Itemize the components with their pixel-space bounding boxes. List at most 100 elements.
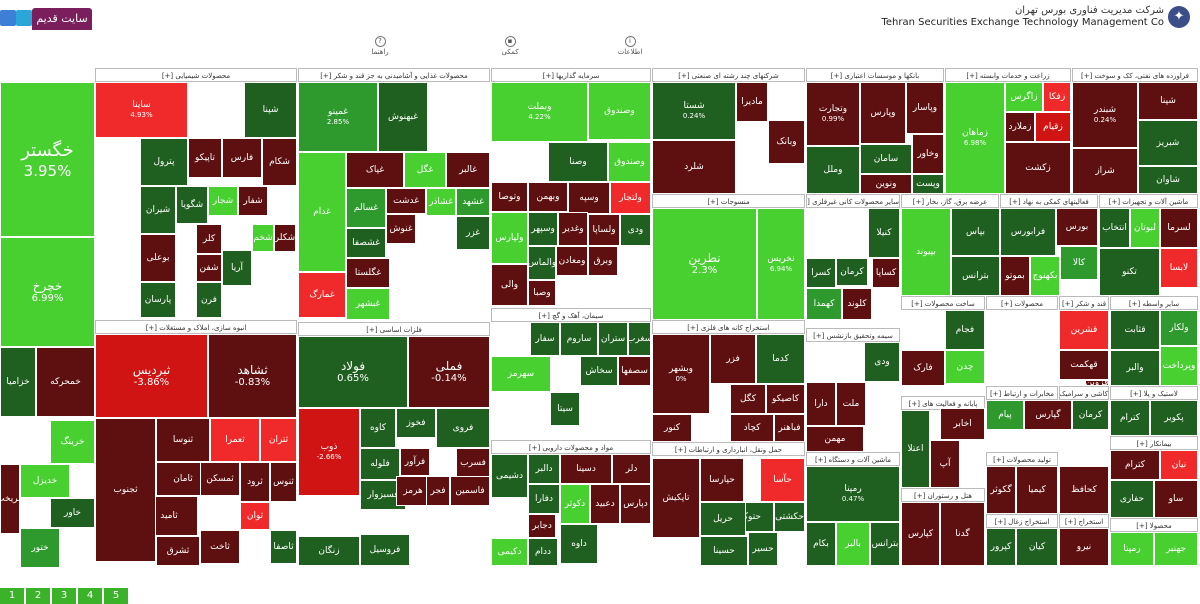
sector-title[interactable]: مخابرات و ارتباط [+] xyxy=(986,386,1058,400)
home-icon[interactable] xyxy=(16,10,32,26)
stock-tile[interactable]: کیمیا xyxy=(1016,466,1058,514)
stock-tile[interactable]: زکشت xyxy=(1005,142,1071,194)
stock-tile[interactable]: فسرب xyxy=(456,448,490,478)
stock-tile[interactable]: لبوتان xyxy=(1130,208,1160,248)
stock-tile[interactable]: وصندوق xyxy=(588,82,651,140)
sector-title[interactable]: فراورده های نفتی، کک و سوخت [+] xyxy=(1072,68,1198,82)
sector-title[interactable]: قند و شکر [+] xyxy=(1059,296,1109,310)
stock-tile[interactable]: آریا xyxy=(222,250,252,286)
sector-title[interactable]: ساخت محصولات [+] xyxy=(901,296,985,310)
stock-tile[interactable]: ثرود xyxy=(240,462,270,502)
page-1[interactable]: 1 xyxy=(0,588,24,604)
stock-tile[interactable]: جهنبر xyxy=(1154,532,1198,566)
sector-title[interactable]: سایر واسطه [+] xyxy=(1110,296,1198,310)
sector-title[interactable]: فلزات اساسی [+] xyxy=(298,322,490,336)
nav-help[interactable]: ? راهنما xyxy=(350,36,410,60)
stock-tile[interactable]: وپرداخت xyxy=(1160,346,1198,386)
stock-tile[interactable]: کسرا xyxy=(806,258,836,288)
stock-tile[interactable]: دالبر xyxy=(528,454,560,484)
stock-tile[interactable]: وصندوق xyxy=(608,142,651,182)
sector-title[interactable]: استخراج کانه های فلزی [+] xyxy=(652,320,805,334)
stock-tile[interactable]: خزامیا xyxy=(0,347,36,417)
stock-tile[interactable]: حفاری xyxy=(1110,480,1154,518)
stock-tile[interactable]: ولکار xyxy=(1160,310,1198,346)
stock-tile[interactable]: هرمز xyxy=(396,476,430,506)
stock-tile[interactable]: فباهنر xyxy=(774,414,805,442)
stock-tile[interactable]: ثاخت xyxy=(200,530,240,564)
nav-info[interactable]: i اطلاعات xyxy=(600,36,660,60)
stock-tile[interactable]: بپیوند xyxy=(901,208,951,296)
stock-tile[interactable]: ددام xyxy=(528,538,558,566)
stock-tile[interactable]: فروی xyxy=(436,408,490,448)
stock-tile[interactable]: دکوثر xyxy=(560,484,590,524)
stock-tile[interactable]: شبندر 0.24% xyxy=(1072,82,1138,148)
stock-tile[interactable]: ستران xyxy=(598,322,628,356)
stock-tile[interactable]: وتوصا xyxy=(491,182,528,212)
stock-tile[interactable]: بترانس xyxy=(951,256,1000,296)
stock-tile[interactable]: چدن xyxy=(945,350,985,384)
sector-title[interactable]: منسوجات [+] xyxy=(652,194,805,208)
stock-tile[interactable]: آپ xyxy=(930,440,960,488)
stock-tile[interactable]: بترانس xyxy=(870,522,900,566)
stock-tile[interactable]: خمحرکه xyxy=(36,347,95,417)
stock-tile[interactable]: کنور xyxy=(652,414,692,442)
stock-tile[interactable]: فخوز xyxy=(396,408,436,438)
stock-tile[interactable]: وسپهر xyxy=(528,212,558,246)
sector-title[interactable]: حمل ونقل، انبارداری و ارتباطات [+] xyxy=(652,442,805,456)
page-5[interactable]: 5 xyxy=(104,588,128,604)
stock-tile[interactable]: ختور xyxy=(20,528,60,568)
app-switch-icon[interactable] xyxy=(0,10,16,26)
stock-tile[interactable]: فلوله xyxy=(360,448,400,480)
stock-tile[interactable]: ساو xyxy=(1154,480,1198,518)
stock-tile[interactable]: اعتلا xyxy=(901,410,930,488)
stock-tile[interactable]: زقیام xyxy=(1035,112,1071,142)
stock-tile[interactable]: زنگان xyxy=(298,536,360,566)
stock-tile[interactable]: ثجنوب xyxy=(95,418,156,562)
stock-tile[interactable]: نطرین 2.3% xyxy=(652,208,757,320)
sector-title[interactable]: محصولا [+] xyxy=(1110,518,1198,532)
stock-tile[interactable]: سیتا xyxy=(550,392,580,426)
stock-tile[interactable]: کپرور xyxy=(986,528,1016,566)
sector-title[interactable]: انبوه سازی، املاک و مستغلات [+] xyxy=(95,320,297,334)
stock-tile[interactable]: شخم xyxy=(252,224,274,252)
stock-tile[interactable]: ثوان xyxy=(240,502,270,530)
stock-tile[interactable]: بوعلی xyxy=(140,234,176,282)
stock-tile[interactable]: وتجارت 0.99% xyxy=(806,82,860,146)
stock-tile[interactable]: کترام xyxy=(1110,400,1150,436)
sector-title[interactable]: فعالیتهای کمکی به نهاد [+] xyxy=(1000,194,1098,208)
stock-tile[interactable]: حریل xyxy=(700,502,746,536)
stock-tile[interactable]: کهمدا xyxy=(806,288,842,320)
stock-tile[interactable]: دارا xyxy=(806,382,836,426)
stock-tile[interactable]: ودی xyxy=(864,342,900,382)
stock-tile[interactable]: شکلر xyxy=(274,224,296,252)
stock-tile[interactable]: زماهان 6.98% xyxy=(945,82,1005,194)
sector-title[interactable]: محصولات شیمیایی [+] xyxy=(95,68,297,82)
stock-tile[interactable]: غگلستا xyxy=(346,258,390,288)
stock-tile[interactable]: وبملت 4.22% xyxy=(491,82,588,142)
stock-tile[interactable]: زاگرس xyxy=(1005,82,1043,112)
sector-title[interactable]: ماشین آلات و دستگاه [+] xyxy=(806,452,900,466)
stock-tile[interactable]: پیام xyxy=(986,400,1024,430)
stock-tile[interactable]: حکشتی xyxy=(774,502,805,532)
stock-tile[interactable]: مادیرا xyxy=(736,82,768,122)
stock-tile[interactable]: ثاصفا xyxy=(270,530,297,564)
stock-tile[interactable]: قشرین xyxy=(1059,310,1109,350)
stock-tile[interactable]: ساینا 4.93% xyxy=(95,82,188,138)
stock-tile[interactable]: ودی xyxy=(620,214,651,246)
stock-tile[interactable]: فرن xyxy=(196,282,222,318)
stock-tile[interactable]: سغرب xyxy=(628,322,651,356)
stock-tile[interactable]: کرمان xyxy=(1072,400,1109,430)
stock-tile[interactable]: پارسان xyxy=(140,282,176,318)
stock-tile[interactable]: شاوان xyxy=(1138,166,1198,194)
stock-tile[interactable]: زملارد xyxy=(1005,112,1035,142)
stock-tile[interactable]: شپنا xyxy=(1138,82,1198,120)
stock-tile[interactable]: کحافظ xyxy=(1059,466,1109,514)
sector-title[interactable]: تولید محصولات [+] xyxy=(986,452,1058,466)
stock-tile[interactable]: غزر xyxy=(456,216,490,250)
stock-tile[interactable]: سامان xyxy=(860,144,912,174)
stock-tile[interactable]: والماس xyxy=(528,246,556,280)
stock-tile[interactable]: فروسیل xyxy=(360,534,410,566)
stock-tile[interactable]: بپاس xyxy=(951,208,1000,256)
stock-tile[interactable]: بکهنوج xyxy=(1030,256,1060,296)
stock-tile[interactable]: والی xyxy=(491,264,528,306)
